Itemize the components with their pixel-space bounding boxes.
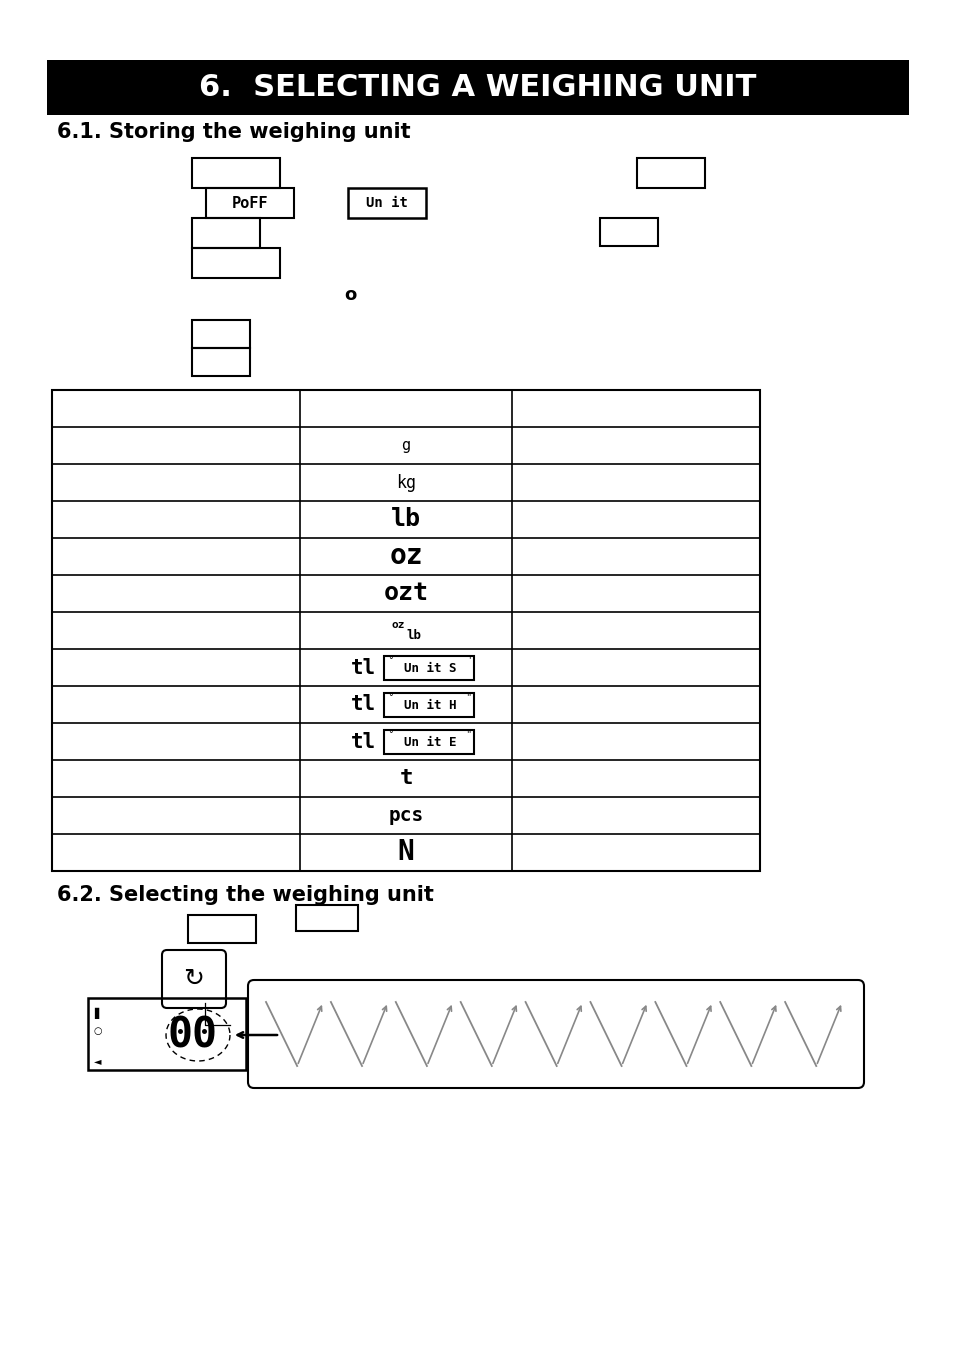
Bar (295, 904, 357, 931)
Text: t: t (399, 768, 413, 788)
Text: tl: tl (351, 657, 376, 678)
Bar (637, 158, 704, 188)
Bar (192, 320, 250, 348)
Bar (192, 348, 250, 377)
Text: lb: lb (391, 508, 420, 532)
Text: g: g (401, 437, 410, 454)
Bar (206, 188, 294, 217)
FancyBboxPatch shape (162, 950, 226, 1008)
Text: ▌: ▌ (93, 1008, 102, 1019)
Text: Un it H: Un it H (403, 699, 463, 711)
Text: °: ° (388, 656, 393, 666)
Bar (47, 59, 908, 115)
Text: PoFF: PoFF (232, 196, 268, 211)
Text: lb: lb (406, 629, 421, 643)
Text: pcs: pcs (388, 806, 423, 825)
Bar (88, 998, 246, 1071)
Bar (192, 217, 260, 248)
Text: ○: ○ (93, 1026, 102, 1035)
Text: ozt: ozt (383, 582, 428, 606)
Text: ↻: ↻ (183, 967, 204, 991)
Text: 00: 00 (168, 1015, 218, 1057)
Text: tl: tl (351, 694, 376, 714)
Bar (384, 693, 474, 717)
Bar (188, 915, 255, 944)
Text: N: N (397, 838, 414, 867)
Text: oz: oz (391, 621, 404, 630)
Bar (599, 217, 658, 246)
Text: oz: oz (389, 543, 422, 571)
Text: 6.1. Storing the weighing unit: 6.1. Storing the weighing unit (57, 122, 410, 142)
Bar (384, 656, 474, 679)
Text: tl: tl (351, 732, 376, 752)
Text: kg: kg (395, 474, 416, 491)
Bar (192, 248, 280, 278)
Text: Un it S: Un it S (403, 662, 463, 675)
Bar (52, 390, 760, 871)
Text: °: ° (388, 693, 393, 702)
Text: ◄: ◄ (94, 1056, 102, 1066)
Text: 6.  SELECTING A WEIGHING UNIT: 6. SELECTING A WEIGHING UNIT (199, 73, 756, 101)
FancyBboxPatch shape (248, 980, 863, 1088)
Text: Un it E: Un it E (403, 736, 463, 749)
Text: ": " (466, 729, 471, 740)
Text: o: o (343, 286, 355, 304)
Text: ': ' (468, 656, 471, 666)
Bar (348, 188, 426, 217)
Text: 6.2. Selecting the weighing unit: 6.2. Selecting the weighing unit (57, 886, 434, 904)
Text: Un it: Un it (366, 196, 408, 211)
Bar (192, 158, 280, 188)
Text: ": " (466, 693, 471, 702)
Bar (384, 729, 474, 753)
Text: °: ° (388, 729, 393, 740)
